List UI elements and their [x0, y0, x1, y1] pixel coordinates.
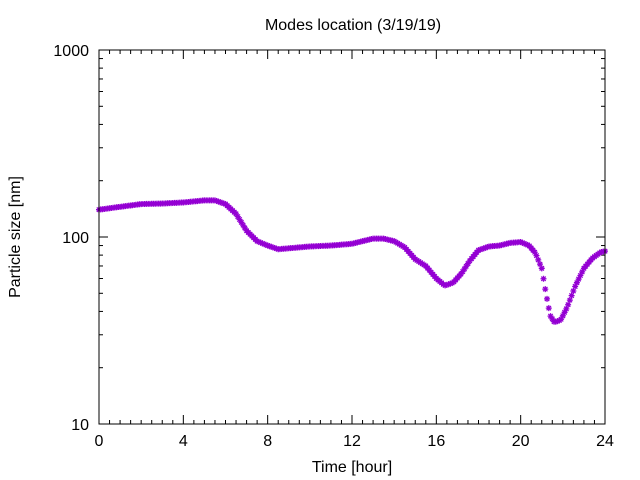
data-point [255, 238, 262, 245]
data-point [577, 272, 584, 279]
x-tick-label: 12 [343, 433, 361, 450]
data-point [233, 210, 240, 217]
y-tick-label: 10 [71, 417, 89, 434]
data-point [559, 312, 566, 319]
data-point [522, 241, 529, 248]
data-point [549, 315, 556, 322]
data-point [259, 240, 266, 247]
data-point [519, 239, 526, 246]
data-point [461, 265, 468, 272]
x-tick-label: 16 [427, 433, 445, 450]
x-axis-label: Time [hour] [312, 459, 392, 476]
data-point [561, 309, 568, 316]
series-points [96, 197, 608, 325]
data-point [533, 252, 540, 259]
data-point [573, 279, 580, 286]
data-point [241, 224, 248, 231]
data-point [572, 283, 579, 290]
y-tick-label: 100 [62, 230, 89, 247]
data-point [544, 295, 551, 302]
axis-ticks: 0 4 8 12 16 20 24 10 100 1000 [53, 43, 614, 450]
data-point [517, 239, 524, 246]
data-point [254, 238, 261, 245]
data-point [531, 249, 538, 256]
data-point [575, 276, 582, 283]
data-point [558, 316, 565, 323]
x-tick-label: 8 [263, 433, 272, 450]
data-point [568, 292, 575, 299]
data-point [463, 263, 470, 270]
data-point [459, 268, 466, 275]
data-point [563, 305, 570, 312]
data-point [536, 261, 543, 268]
data-point [261, 241, 268, 248]
data-point [542, 286, 549, 293]
x-tick-label: 0 [95, 433, 104, 450]
x-tick-label: 24 [596, 433, 614, 450]
y-axis-label: Particle size [nm] [7, 176, 24, 298]
data-point [545, 305, 552, 312]
data-point [238, 219, 245, 226]
data-point [262, 241, 269, 248]
data-point [240, 222, 247, 229]
data-point [579, 268, 586, 275]
data-point [566, 297, 573, 304]
data-point [521, 240, 528, 247]
data-point [236, 216, 243, 223]
x-tick-label: 20 [512, 433, 530, 450]
data-point [464, 260, 471, 267]
data-point [535, 256, 542, 263]
data-point [540, 275, 547, 282]
data-point [565, 301, 572, 308]
data-point [547, 313, 554, 320]
y-tick-label: 1000 [53, 43, 89, 60]
data-point [257, 239, 264, 246]
x-tick-label: 4 [179, 433, 188, 450]
plot-frame [98, 49, 606, 425]
data-point [570, 288, 577, 295]
data-point [538, 265, 545, 272]
chart-title: Modes location (3/19/19) [265, 17, 441, 34]
data-point [234, 213, 241, 220]
